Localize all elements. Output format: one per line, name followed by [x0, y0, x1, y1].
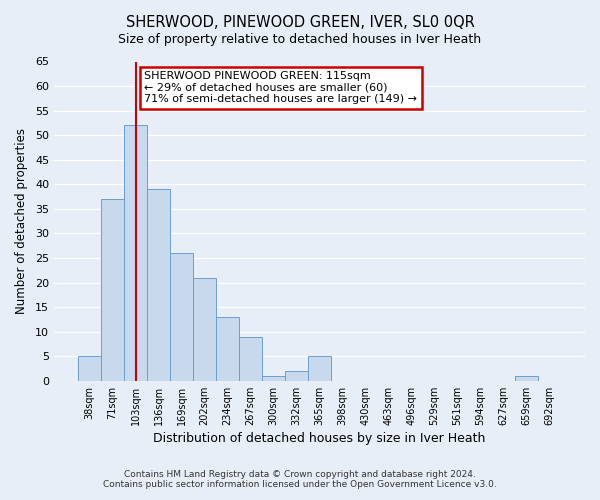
Bar [170, 253, 193, 381]
Text: Contains HM Land Registry data © Crown copyright and database right 2024.
Contai: Contains HM Land Registry data © Crown c… [103, 470, 497, 489]
Bar [78, 356, 101, 381]
Bar [262, 376, 285, 381]
Text: SHERWOOD PINEWOOD GREEN: 115sqm
← 29% of detached houses are smaller (60)
71% of: SHERWOOD PINEWOOD GREEN: 115sqm ← 29% of… [144, 71, 417, 104]
Bar [193, 278, 216, 381]
Bar [216, 317, 239, 381]
Bar [101, 199, 124, 381]
Bar [124, 126, 147, 381]
Y-axis label: Number of detached properties: Number of detached properties [15, 128, 28, 314]
Bar [308, 356, 331, 381]
X-axis label: Distribution of detached houses by size in Iver Heath: Distribution of detached houses by size … [153, 432, 485, 445]
Text: Size of property relative to detached houses in Iver Heath: Size of property relative to detached ho… [118, 32, 482, 46]
Text: SHERWOOD, PINEWOOD GREEN, IVER, SL0 0QR: SHERWOOD, PINEWOOD GREEN, IVER, SL0 0QR [125, 15, 475, 30]
Bar [515, 376, 538, 381]
Bar [147, 189, 170, 381]
Bar [285, 371, 308, 381]
Bar [239, 336, 262, 381]
